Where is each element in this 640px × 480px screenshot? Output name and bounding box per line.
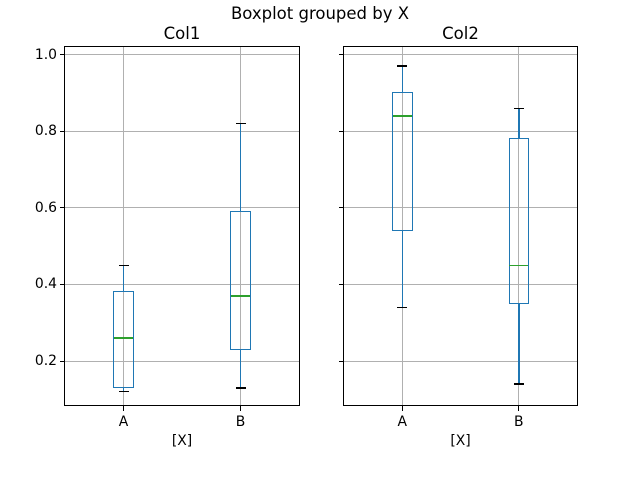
whisker-cap-upper [397, 65, 408, 67]
y-axis-tick-label: 0.2 [34, 353, 57, 369]
whisker-cap-lower [397, 306, 408, 309]
whisker-lower [401, 230, 403, 308]
y-axis-tick-label: 0.8 [34, 123, 57, 140]
gridline-horizontal [65, 283, 299, 285]
gridline-vertical [240, 47, 241, 405]
whisker-lower [239, 349, 242, 388]
box-rect [113, 291, 134, 389]
whisker-cap-upper [118, 264, 129, 266]
box-rect [230, 210, 251, 351]
y-axis-tick-label: 0.4 [34, 276, 57, 293]
y-tick-mark [60, 54, 65, 56]
whisker-upper [239, 123, 242, 212]
whisker-upper [401, 66, 403, 93]
x-axis-label: [X] [450, 433, 471, 449]
median-line [114, 337, 133, 339]
y-tick-mark [339, 360, 344, 362]
gridline-horizontal [344, 130, 577, 132]
median-line [231, 295, 250, 297]
y-tick-mark [339, 207, 344, 209]
x-tick-mark [240, 406, 241, 411]
x-axis-tick-label: B [514, 414, 524, 430]
whisker-cap-upper [513, 107, 524, 109]
whisker-upper [122, 265, 125, 292]
y-tick-mark [60, 360, 65, 362]
figure-title: Boxplot grouped by X [230, 4, 410, 23]
gridline-horizontal [344, 360, 577, 362]
y-tick-mark [60, 207, 65, 209]
whisker-upper [518, 108, 520, 139]
gridline-horizontal [344, 283, 577, 285]
y-tick-mark [60, 130, 65, 132]
median-line [392, 115, 412, 117]
whisker-cap-lower [513, 383, 524, 385]
gridline-horizontal [65, 54, 299, 56]
x-axis-label: [X] [171, 433, 193, 449]
whisker-lower [518, 303, 520, 384]
x-axis-tick-label: A [397, 414, 408, 430]
box-rect [392, 92, 413, 232]
whisker-lower [122, 387, 125, 392]
gridline-horizontal [344, 54, 577, 56]
subplot-title: Col1 [163, 24, 201, 43]
gridline-vertical [123, 47, 124, 405]
y-tick-mark [60, 283, 65, 285]
x-axis-tick-label: B [235, 414, 246, 430]
x-tick-mark [123, 406, 124, 411]
x-tick-mark [518, 406, 520, 411]
y-tick-mark [339, 283, 344, 285]
axes-frame [343, 46, 578, 406]
whisker-cap-upper [235, 122, 246, 125]
box-rect [508, 138, 529, 305]
gridline-horizontal [65, 130, 299, 132]
y-tick-mark [339, 130, 344, 132]
gridline-vertical [401, 47, 403, 405]
whisker-cap-lower [118, 390, 129, 393]
subplot-title: Col2 [442, 24, 479, 43]
gridline-horizontal [65, 207, 299, 209]
y-axis-tick-label: 0.6 [34, 199, 57, 216]
gridline-horizontal [65, 360, 299, 362]
y-tick-mark [339, 54, 344, 56]
x-tick-mark [401, 406, 403, 411]
median-line [509, 264, 529, 266]
axes-frame [64, 46, 300, 406]
x-axis-tick-label: A [118, 414, 129, 430]
y-axis-tick-label: 1.0 [34, 46, 57, 63]
gridline-horizontal [344, 207, 577, 209]
whisker-cap-lower [235, 387, 246, 389]
gridline-vertical [518, 47, 520, 405]
